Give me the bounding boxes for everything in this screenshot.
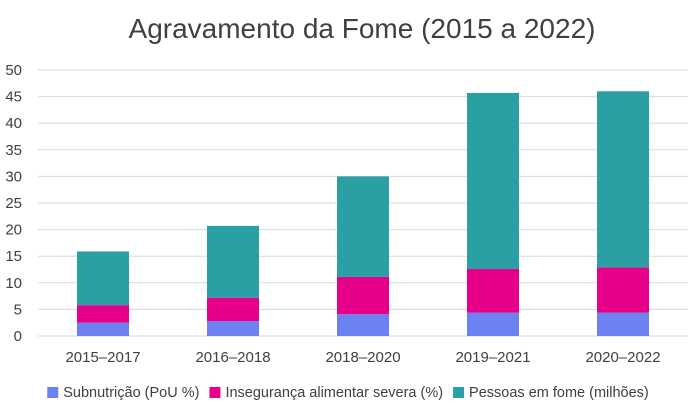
legend-swatch bbox=[209, 387, 221, 398]
chart-title: Agravamento da Fome (2015 a 2022) bbox=[129, 13, 596, 44]
bar-segment-series-3 bbox=[467, 92, 519, 269]
y-tick-label: 20 bbox=[5, 222, 22, 239]
x-tick-label: 2019–2021 bbox=[455, 349, 530, 366]
x-tick-label: 2020–2022 bbox=[585, 349, 660, 366]
legend-swatch bbox=[453, 387, 465, 398]
x-axis-ticks: 2015–2017 2016–2018 2018–2020 2019–2021 2020… bbox=[65, 349, 660, 366]
legend-swatch bbox=[47, 387, 59, 398]
bar-segment-series-1 bbox=[467, 312, 519, 336]
bar-segment-series-1 bbox=[597, 312, 649, 336]
x-tick-label: 2016–2018 bbox=[195, 349, 270, 366]
y-tick-label: 10 bbox=[5, 275, 22, 292]
y-tick-label: 45 bbox=[5, 89, 22, 106]
legend-label: Pessoas em fome (milhões) bbox=[469, 385, 649, 401]
bar-segment-series-2 bbox=[597, 267, 649, 313]
y-tick-label: 50 bbox=[5, 62, 22, 79]
bar-segment-series-2 bbox=[77, 305, 129, 323]
bar-segment-series-3 bbox=[207, 225, 259, 298]
bars bbox=[77, 91, 649, 336]
legend-item: Subnutrição (PoU %) bbox=[47, 385, 199, 401]
legend-item: Pessoas em fome (milhões) bbox=[453, 385, 649, 401]
bar-segment-series-3 bbox=[77, 251, 129, 306]
bar-segment-series-2 bbox=[337, 276, 389, 315]
y-tick-label: 5 bbox=[14, 301, 22, 318]
y-tick-label: 40 bbox=[5, 115, 22, 132]
bar-segment-series-1 bbox=[77, 322, 129, 336]
legend: Subnutrição (PoU %) Insegurança alimentar… bbox=[47, 385, 649, 401]
bar-segment-series-3 bbox=[597, 91, 649, 268]
y-tick-label: 30 bbox=[5, 168, 22, 185]
legend-item: Insegurança alimentar severa (%) bbox=[209, 385, 443, 401]
y-tick-label: 25 bbox=[5, 195, 22, 212]
bar-segment-series-2 bbox=[207, 297, 259, 322]
bar-segment-series-1 bbox=[207, 321, 259, 336]
y-tick-label: 15 bbox=[5, 248, 22, 265]
y-tick-label: 35 bbox=[5, 142, 22, 159]
x-tick-label: 2015–2017 bbox=[65, 349, 140, 366]
bar-segment-series-1 bbox=[337, 314, 389, 336]
legend-label: Subnutrição (PoU %) bbox=[63, 385, 199, 401]
legend-label: Insegurança alimentar severa (%) bbox=[225, 385, 443, 401]
y-axis-ticks: 0 5 10 15 20 25 30 35 40 45 50 bbox=[5, 62, 22, 345]
bar-segment-series-2 bbox=[467, 268, 519, 313]
x-tick-label: 2018–2020 bbox=[325, 349, 400, 366]
y-tick-label: 0 bbox=[14, 328, 22, 345]
bar-segment-series-3 bbox=[337, 176, 389, 277]
